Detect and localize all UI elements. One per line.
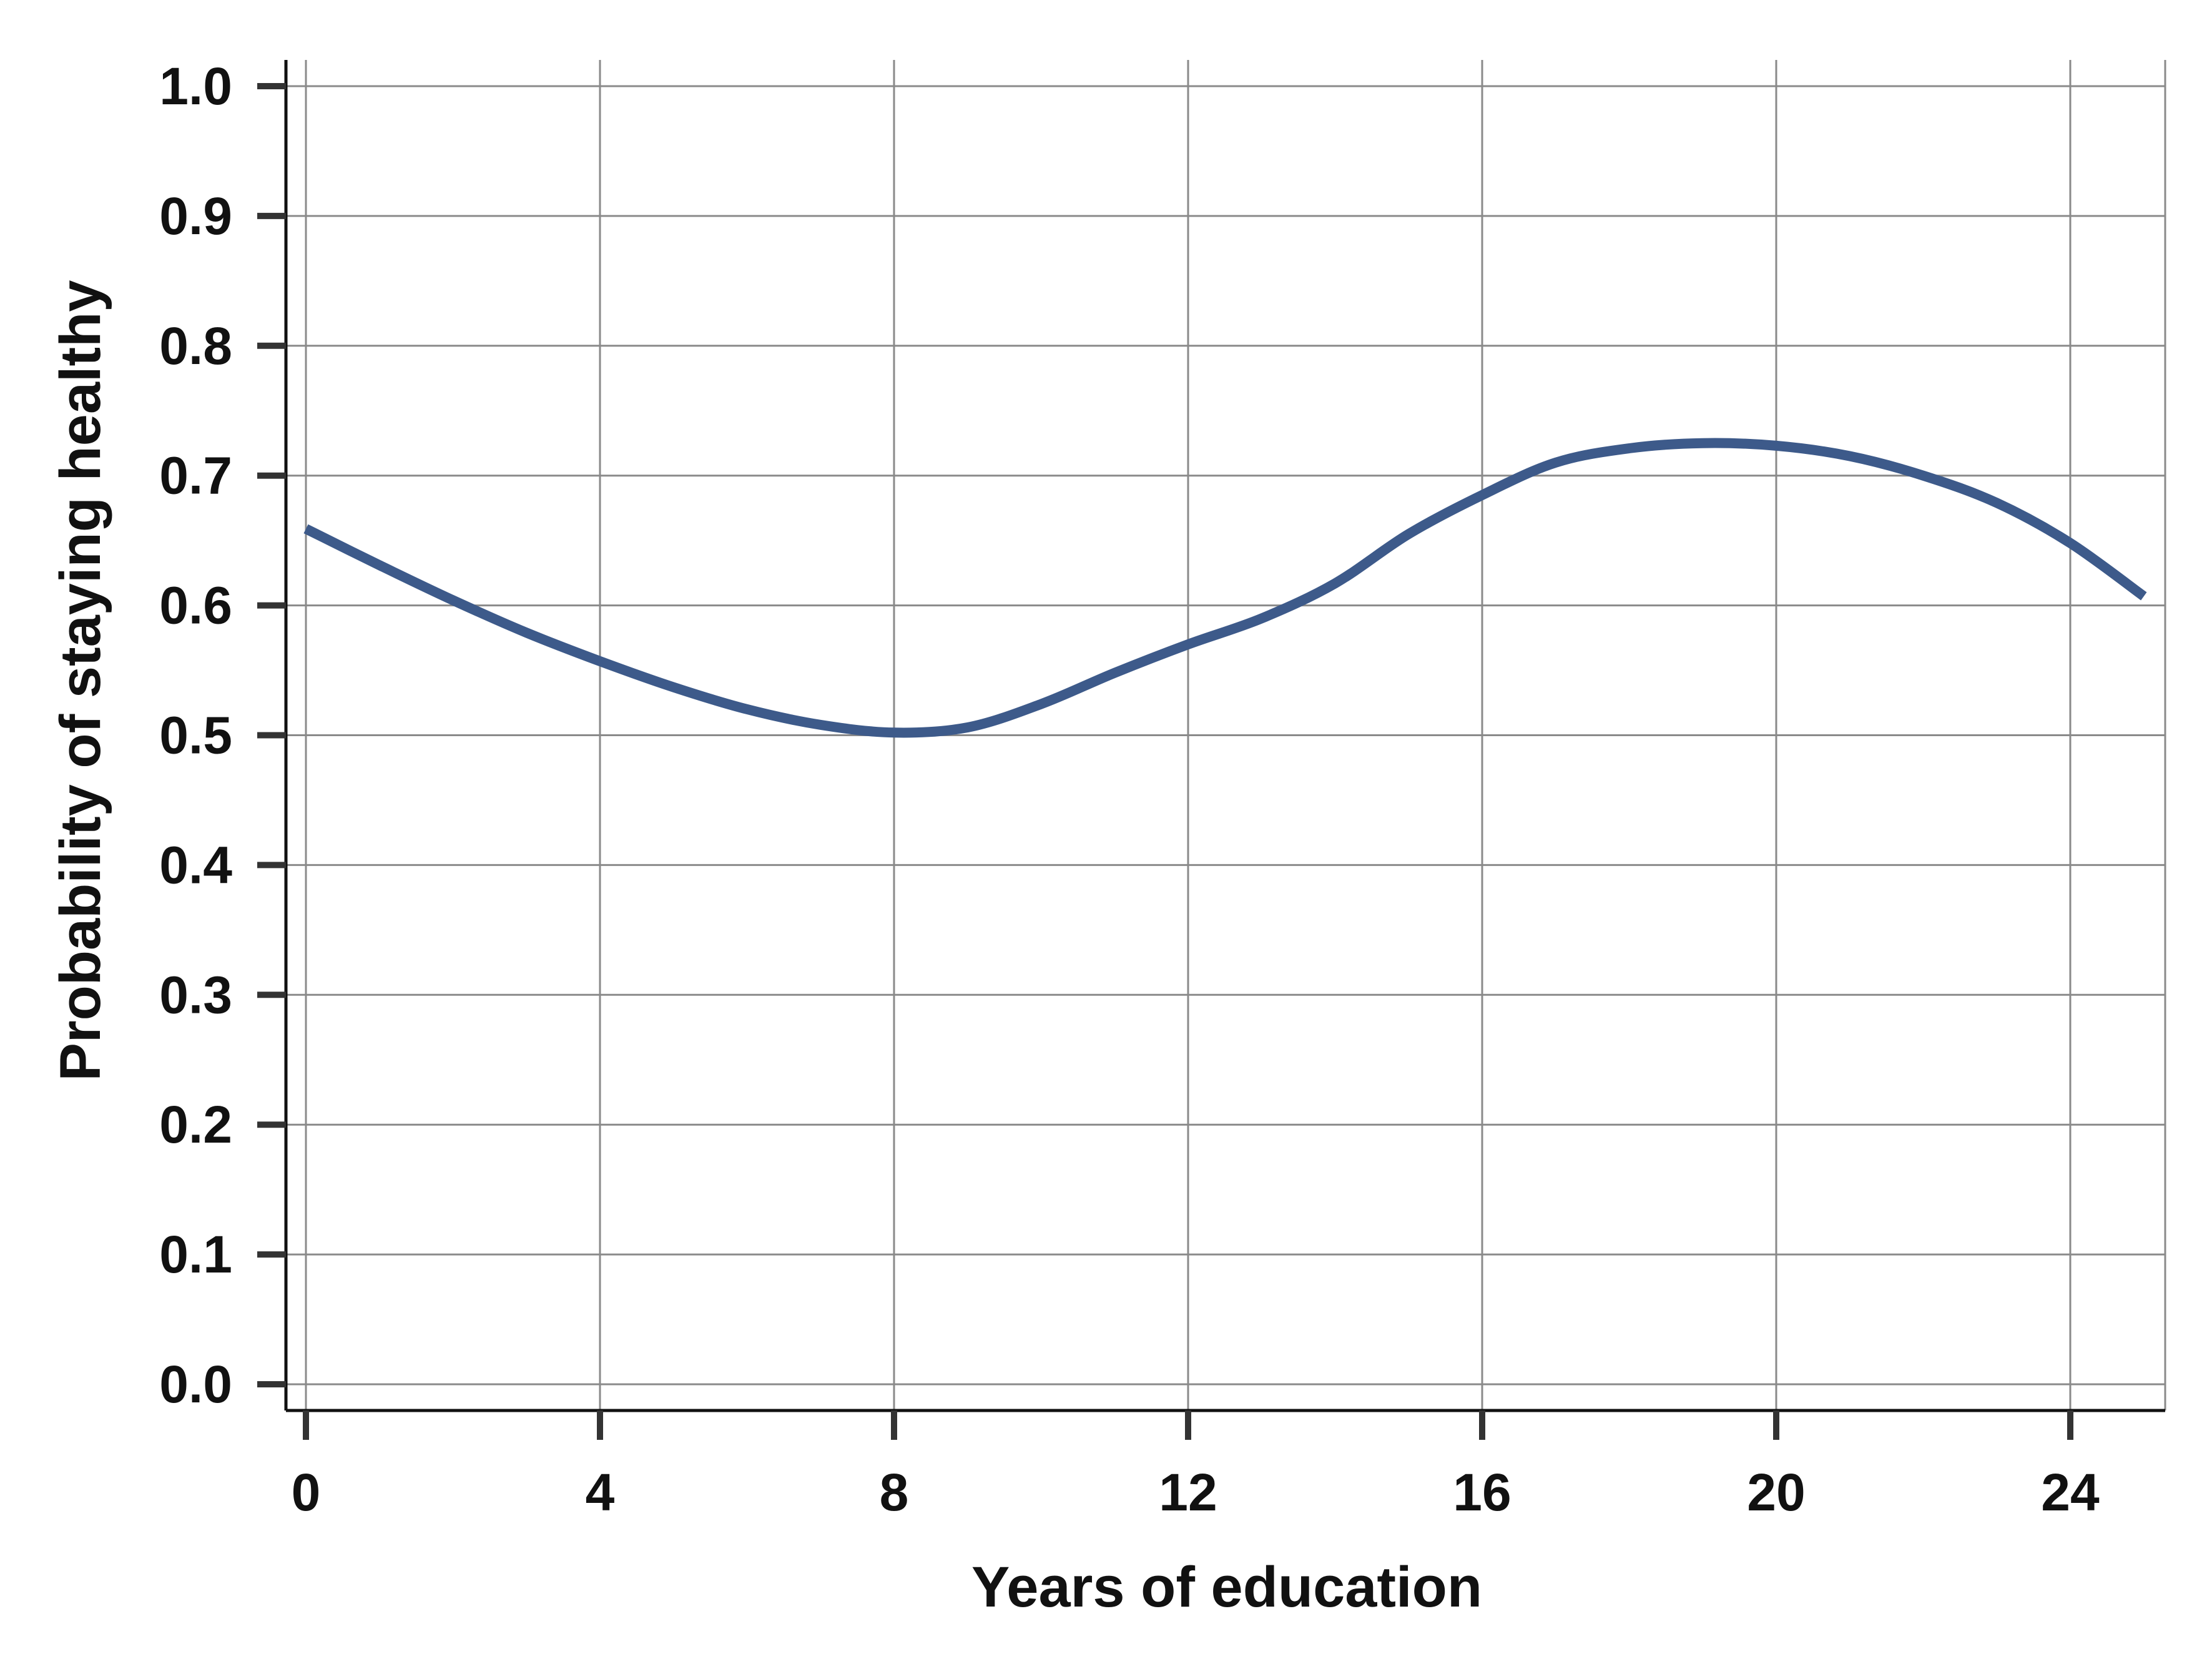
y-tick-label: 0.3 — [159, 965, 232, 1024]
y-tick-label: 0.4 — [159, 835, 232, 894]
y-tick-label: 0.1 — [159, 1225, 232, 1284]
x-tick-label: 4 — [586, 1463, 615, 1522]
series-line — [303, 438, 2147, 738]
x-axis-title: Years of education — [971, 1555, 1482, 1619]
series — [303, 438, 2147, 738]
y-tick-label: 0.7 — [159, 446, 232, 505]
ticks: 0.0 0.1 0.2 0.3 0.4 0.5 0.6 0.7 0.8 0.9 1.0 0 4 8 12 16… — [159, 57, 2100, 1522]
x-tick-label: 16 — [1453, 1463, 1511, 1522]
y-tick-label: 0.0 — [159, 1355, 232, 1414]
x-tick-label: 12 — [1159, 1463, 1217, 1522]
y-tick-label: 0.8 — [159, 317, 232, 375]
y-tick-label: 1.0 — [159, 57, 232, 116]
y-tick-label: 0.5 — [159, 706, 232, 765]
y-tick-label: 0.6 — [159, 576, 232, 635]
y-tick-label: 0.9 — [159, 187, 232, 245]
x-tick-label: 8 — [880, 1463, 909, 1522]
x-tick-label: 24 — [2041, 1463, 2100, 1522]
y-axis-title: Probability of staying healthy — [49, 280, 112, 1081]
grid — [286, 60, 2166, 1410]
y-tick-label: 0.2 — [159, 1095, 232, 1154]
x-tick-label: 0 — [292, 1463, 321, 1522]
x-tick-label: 20 — [1747, 1463, 1805, 1522]
